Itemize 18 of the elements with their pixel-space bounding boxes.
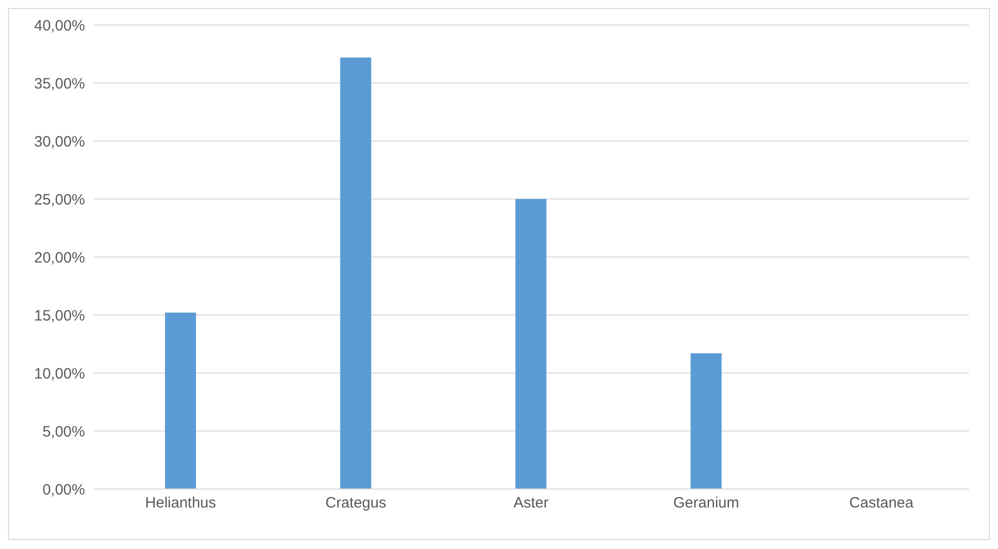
x-tick-label: Crategus (325, 494, 386, 512)
y-tick-label: 35,00% (34, 75, 85, 92)
bar (690, 353, 722, 489)
bar (340, 57, 372, 489)
x-tick-label: Helianthus (145, 494, 216, 512)
bar (165, 312, 196, 489)
y-tick-label: 5,00% (42, 423, 85, 440)
y-tick-label: 30,00% (34, 133, 85, 150)
bar (515, 199, 546, 489)
x-tick-label: Castanea (849, 494, 914, 512)
y-tick-label: 0,00% (42, 481, 85, 498)
y-tick-label: 10,00% (34, 365, 85, 382)
x-tick-label: Geranium (673, 494, 740, 512)
y-tick-label: 20,00% (34, 249, 85, 266)
y-tick-label: 25,00% (34, 191, 85, 208)
x-tick-label: Aster (513, 494, 549, 512)
y-tick-label: 40,00% (34, 17, 85, 34)
y-tick-label: 15,00% (34, 307, 85, 324)
